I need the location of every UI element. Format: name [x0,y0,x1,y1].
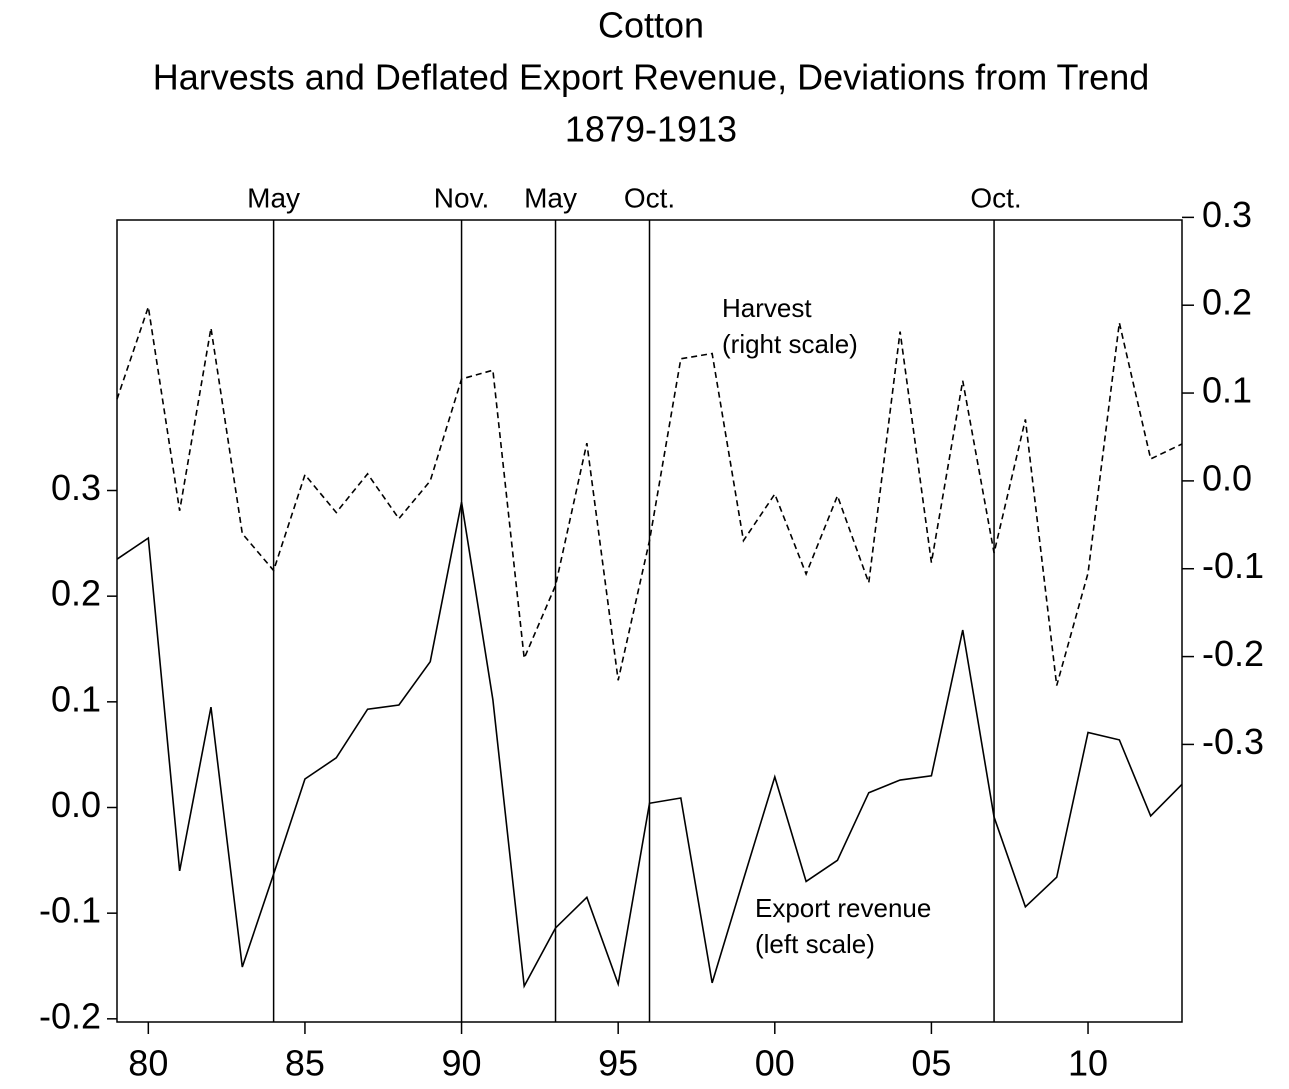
x-tick-label: 10 [1068,1043,1108,1084]
annotation: (left scale) [755,929,875,959]
y-tick-label: -0.1 [39,890,101,931]
y-tick-label: -0.2 [39,995,101,1036]
event-label: Oct. [624,182,675,213]
series-line [116,306,1183,686]
x-tick-label: 80 [128,1043,168,1084]
event-label: May [524,182,577,213]
annotation: Harvest [722,293,812,323]
y-tick-label: 0.1 [51,678,101,719]
annotation: (right scale) [722,329,858,359]
series-line [116,501,1183,989]
event-label: Oct. [970,182,1021,213]
chart-title: Cotton [598,5,704,46]
y-tick-label: 0.2 [51,573,101,614]
x-tick-label: 05 [911,1043,951,1084]
x-tick-label: 00 [755,1043,795,1084]
y2-tick-label: 0.3 [1202,194,1252,235]
y2-tick-label: -0.1 [1202,545,1264,586]
y-tick-label: 0.0 [51,784,101,825]
x-tick-label: 85 [285,1043,325,1084]
x-tick-label: 90 [442,1043,482,1084]
annotation: Export revenue [755,893,931,923]
chart-subtitle: 1879-1913 [565,109,737,150]
y2-tick-label: -0.3 [1202,721,1264,762]
y2-tick-label: 0.1 [1202,370,1252,411]
y2-tick-label: 0.2 [1202,282,1252,323]
chart-subtitle: Harvests and Deflated Export Revenue, De… [153,57,1150,98]
x-tick-label: 95 [598,1043,638,1084]
y-tick-label: 0.3 [51,467,101,508]
event-label: Nov. [434,182,490,213]
event-label: May [247,182,300,213]
y2-tick-label: 0.0 [1202,457,1252,498]
y2-tick-label: -0.2 [1202,633,1264,674]
